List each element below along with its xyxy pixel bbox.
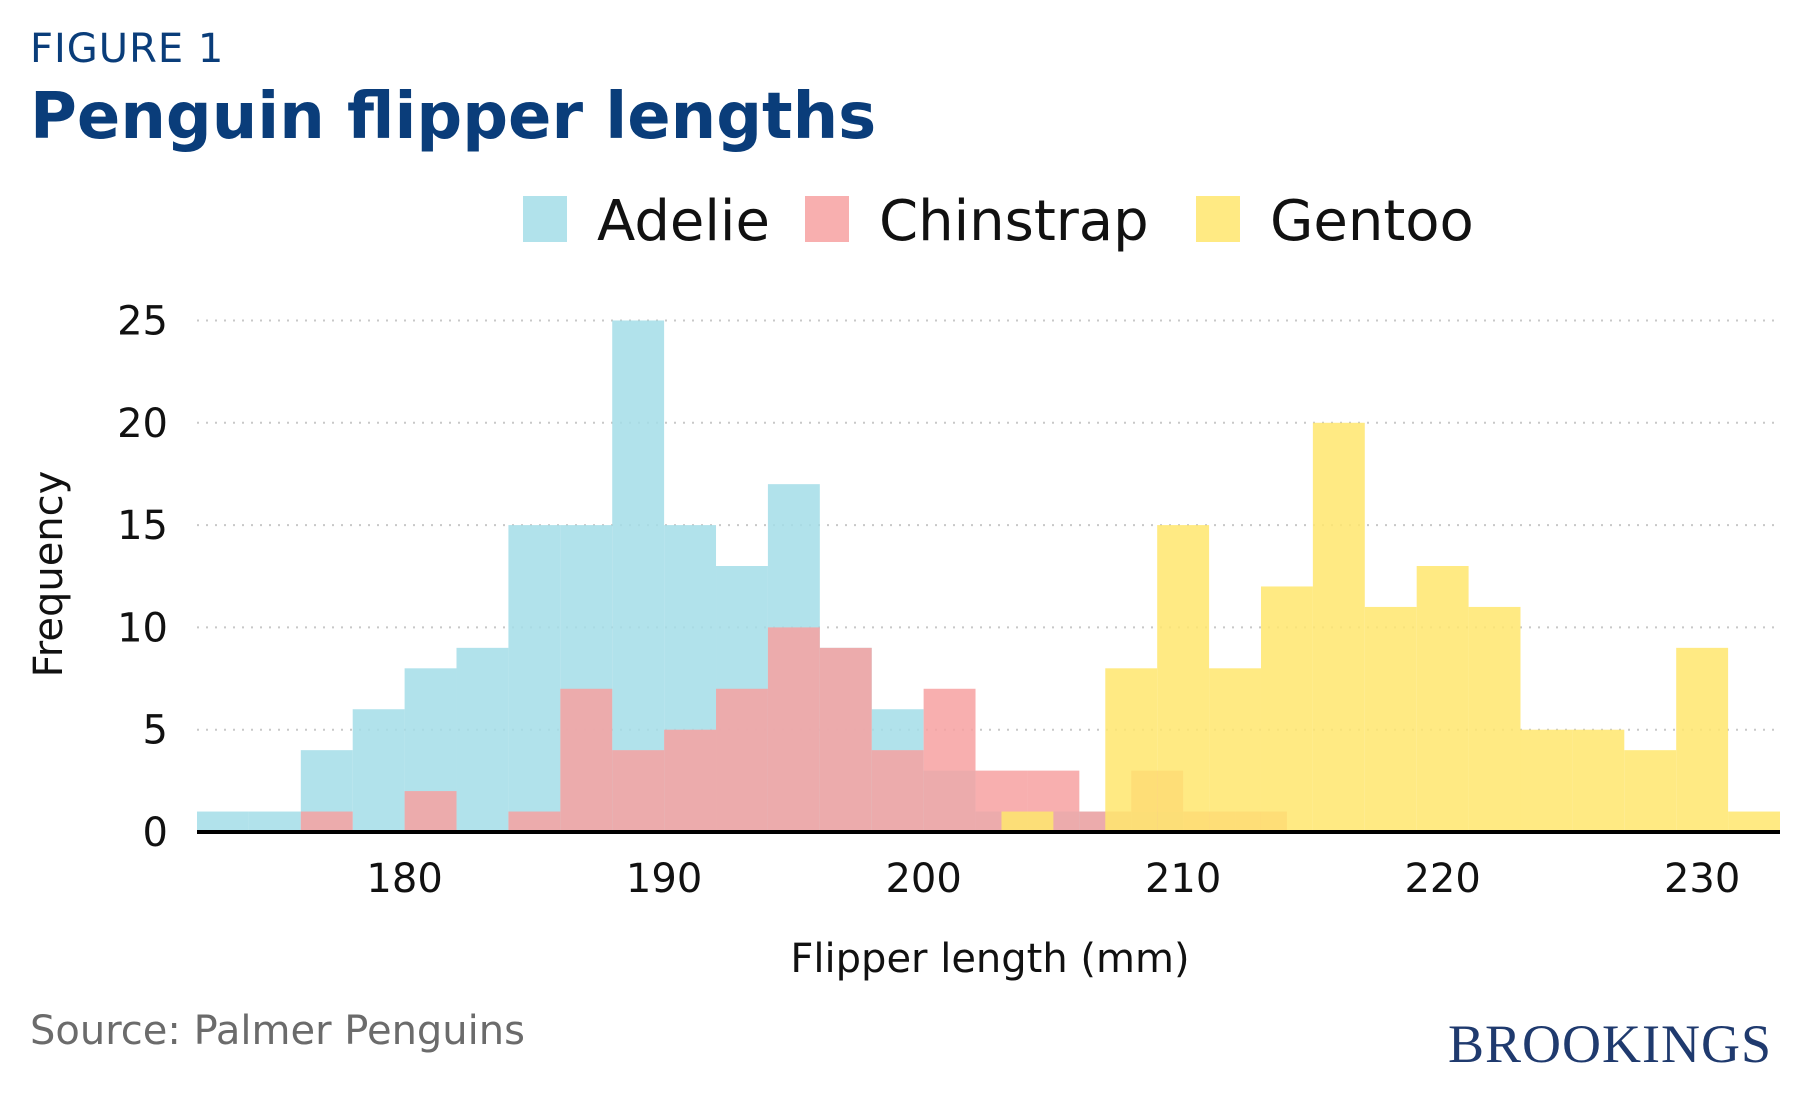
bar-chinstrap-196 [819,647,872,832]
y-tick-5: 5 [143,708,168,754]
legend-swatch-chinstrap [805,196,849,242]
bar-gentoo-219 [1416,566,1469,832]
bar-gentoo-221 [1468,606,1521,832]
bar-adelie-184 [508,525,561,832]
bar-gentoo-229 [1676,647,1729,832]
x-tick-230: 230 [1664,856,1740,902]
bar-gentoo-209 [1157,525,1210,832]
bar-adelie-188 [612,320,665,832]
bar-chinstrap-188 [612,750,665,832]
bar-adelie-172 [197,811,249,832]
bar-gentoo-215 [1312,422,1365,832]
y-tick-25: 25 [117,298,168,344]
brookings-logo: BROOKINGS [1448,1014,1772,1074]
x-axis-label: Flipper length (mm) [790,936,1189,982]
bar-adelie-182 [456,647,509,832]
x-tick-220: 220 [1404,856,1480,902]
bar-adelie-174 [248,811,301,832]
y-axis-ticks: 0 5 10 15 20 25 [117,298,168,856]
bar-gentoo-207 [1105,668,1158,832]
bar-gentoo-203 [1001,811,1054,832]
y-axis-label: Frequency [26,471,72,678]
x-tick-210: 210 [1145,856,1221,902]
y-tick-15: 15 [117,503,168,549]
bar-gentoo-231 [1728,811,1780,832]
legend: Adelie Chinstrap Gentoo [523,189,1474,254]
legend-item-gentoo: Gentoo [1196,189,1474,254]
x-tick-180: 180 [366,856,442,902]
bar-gentoo-217 [1364,606,1417,832]
bar-gentoo-227 [1624,750,1677,832]
bar-chinstrap-186 [560,688,613,832]
bar-chinstrap-176 [300,811,353,832]
series-gentoo [1001,422,1780,832]
bar-chinstrap-184 [508,811,561,832]
legend-item-chinstrap: Chinstrap [805,189,1149,254]
bar-chinstrap-194 [767,627,820,832]
x-tick-190: 190 [626,856,702,902]
bar-chinstrap-190 [664,729,717,832]
chart-title: Penguin flipper lengths [30,80,876,154]
legend-item-adelie: Adelie [523,189,770,254]
legend-label-chinstrap: Chinstrap [879,189,1149,254]
histogram-bars [197,320,1780,832]
legend-swatch-adelie [523,196,567,242]
legend-label-adelie: Adelie [597,189,770,254]
bar-adelie-178 [352,709,405,832]
x-tick-200: 200 [885,856,961,902]
bar-gentoo-225 [1572,729,1625,832]
bar-gentoo-211 [1209,668,1261,832]
bar-chinstrap-200 [923,688,976,832]
legend-label-gentoo: Gentoo [1270,189,1474,254]
y-tick-10: 10 [117,605,168,651]
legend-swatch-gentoo [1196,196,1240,242]
bar-gentoo-223 [1520,729,1573,832]
figure-label: FIGURE 1 [30,26,224,72]
bar-chinstrap-192 [716,688,768,832]
y-tick-0: 0 [143,810,168,856]
source-note: Source: Palmer Penguins [30,1008,525,1054]
bar-chinstrap-198 [871,750,924,832]
bar-chinstrap-180 [404,791,457,832]
bar-gentoo-213 [1260,586,1313,832]
x-axis-ticks: 180 190 200 210 220 230 [366,856,1740,902]
y-tick-20: 20 [117,401,168,447]
